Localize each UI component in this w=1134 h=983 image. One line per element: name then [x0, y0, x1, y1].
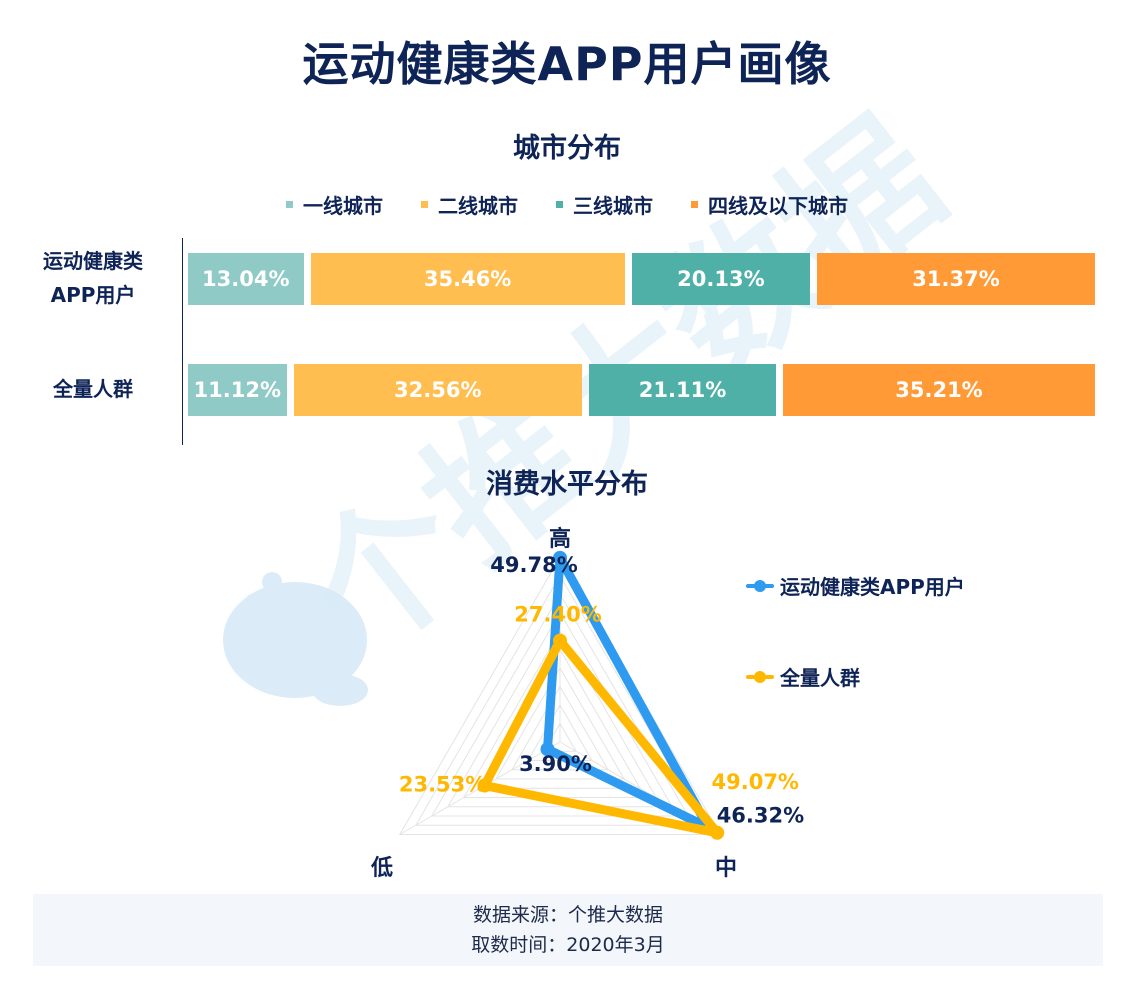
radar-data-label-2-3: 23.53% [399, 773, 486, 797]
legend-swatch-tier4 [691, 201, 698, 208]
legend-label-tier2: 二线城市 [438, 194, 518, 218]
radar-point-1-1 [553, 550, 567, 565]
radar-point-1-3 [540, 742, 555, 757]
radar-grid-ring [495, 666, 625, 780]
bar-axis-line [182, 238, 183, 445]
radar-grid-ring [511, 685, 609, 771]
bar-segment-2: 35.46% [310, 253, 625, 305]
legend-item-tier1: 一线城市 [286, 190, 383, 219]
city-legend: 一线城市 二线城市 三线城市 四线及以下城市 [0, 190, 1134, 219]
radar-data-label-1-2: 46.32% [717, 804, 804, 828]
radar-axis-label-1: 高 [549, 526, 571, 552]
radar-legend-app-users: 运动健康类APP用户 [746, 571, 965, 600]
radar-grid-ring [430, 592, 690, 817]
radar-point-2-3 [477, 778, 492, 793]
bar-row-app-users: 13.04% 35.46% 20.13% 31.37% [188, 253, 1095, 305]
radar-legend-mark-all-people [746, 670, 774, 683]
legend-item-tier2: 二线城市 [421, 190, 518, 219]
bar-segment-1: 11.12% [188, 364, 287, 416]
page-title: 运动健康类APP用户画像 [302, 37, 832, 91]
row-label-app-users-line2: APP用户 [50, 283, 136, 307]
bar-segment-3: 21.11% [588, 364, 777, 416]
legend-swatch-tier3 [556, 201, 563, 208]
bar-segment-4: 35.21% [783, 364, 1095, 416]
bar-segment-4: 31.37% [817, 253, 1095, 305]
radar-grid-ring [527, 704, 593, 761]
radar-point-2-1 [553, 633, 567, 648]
row-label-all-people: 全量人群 [18, 372, 168, 406]
bar-segment-2: 32.56% [293, 364, 582, 416]
radar-legend-mark-app-users [746, 579, 774, 592]
source-box: 数据来源：个推大数据 取数时间：2020年3月 [33, 894, 1103, 966]
radar-legend-label-app-users: 运动健康类APP用户 [780, 575, 965, 599]
legend-item-tier4: 四线及以下城市 [691, 190, 848, 219]
bar-segment-3: 20.13% [631, 253, 811, 305]
legend-swatch-tier2 [421, 201, 428, 208]
row-label-app-users-line1: 运动健康类 [43, 249, 143, 273]
radar-axis-label-3: 低 [370, 856, 393, 881]
radar-axis-label-2: 中 [715, 856, 737, 881]
radar-data-label-1-1: 49.78% [490, 553, 577, 577]
radar-data-label-2-2: 49.07% [712, 770, 799, 794]
consume-section-title: 消费水平分布 [486, 469, 648, 500]
radar-series-line-2 [480, 636, 722, 838]
row-label-app-users: 运动健康类 APP用户 [18, 244, 168, 312]
bar-segment-1: 13.04% [188, 253, 304, 305]
legend-label-tier4: 四线及以下城市 [708, 194, 848, 218]
legend-swatch-tier1 [286, 201, 293, 208]
radar-grid-ring [414, 574, 706, 826]
source-text: 数据来源：个推大数据 [472, 904, 663, 926]
bar-row-all-people: 11.12% 32.56% 21.11% 35.21% [188, 364, 1095, 416]
row-label-all-people-line1: 全量人群 [53, 377, 133, 401]
radar-data-label-2-1: 27.40% [514, 603, 601, 627]
radar-point-2-2 [710, 825, 725, 840]
source-time: 取数时间：2020年3月 [471, 934, 665, 956]
city-section-title: 城市分布 [513, 133, 621, 164]
radar-legend-label-all-people: 全量人群 [780, 666, 860, 690]
legend-label-tier1: 一线城市 [303, 194, 383, 218]
legend-label-tier3: 三线城市 [573, 194, 653, 218]
radar-data-label-1-3: 3.90% [519, 752, 592, 776]
legend-item-tier3: 三线城市 [556, 190, 653, 219]
radar-legend-all-people: 全量人群 [746, 662, 860, 691]
